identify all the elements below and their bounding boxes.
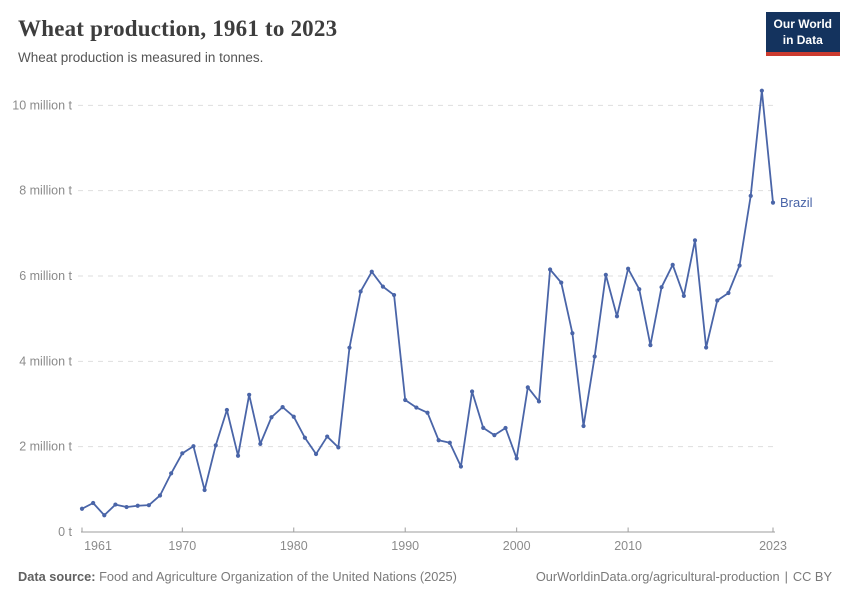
chart-header: Wheat production, 1961 to 2023 Wheat pro… [18, 15, 337, 65]
license-link[interactable]: CC BY [792, 569, 832, 584]
data-point-1991[interactable] [414, 405, 419, 410]
data-point-2011[interactable] [637, 287, 642, 292]
data-point-1996[interactable] [469, 389, 475, 394]
x-axis-label-1990: 1990 [391, 539, 419, 553]
data-point-2000[interactable] [514, 456, 519, 461]
data-point-2019[interactable] [726, 290, 731, 296]
data-point-2020[interactable] [737, 263, 742, 268]
data-point-2005[interactable] [570, 331, 575, 336]
data-point-2017[interactable] [704, 345, 709, 350]
data-point-1969[interactable] [169, 471, 174, 476]
y-axis-label-4-million-t: 4 million t [19, 354, 72, 368]
data-point-2022[interactable] [759, 88, 764, 93]
x-axis-label-1961: 1961 [84, 539, 112, 553]
x-axis-label-2000: 2000 [503, 539, 531, 553]
data-point-2004[interactable] [559, 280, 564, 285]
data-point-1995[interactable] [458, 464, 464, 469]
y-axis-label-2-million-t: 2 million t [19, 440, 72, 454]
data-point-2008[interactable] [603, 272, 608, 277]
data-point-2015[interactable] [681, 293, 686, 298]
data-point-1976[interactable] [247, 392, 252, 397]
data-point-2013[interactable] [659, 285, 664, 290]
chart-subtitle: Wheat production is measured in tonnes. [18, 49, 264, 65]
x-axis-label-1980: 1980 [280, 539, 308, 553]
data-point-1983[interactable] [325, 434, 330, 439]
owid-logo[interactable]: Our World in Data [765, 12, 840, 57]
data-point-1961[interactable] [79, 506, 85, 511]
data-point-1999[interactable] [503, 425, 508, 431]
data-point-2006[interactable] [581, 423, 586, 429]
data-point-2003[interactable] [547, 267, 553, 272]
data-source: Data source: Food and Agriculture Organi… [18, 569, 457, 584]
data-point-2016[interactable] [692, 238, 698, 243]
data-point-1994[interactable] [447, 440, 452, 445]
data-point-1997[interactable] [481, 425, 486, 430]
chart-title: Wheat production, 1961 to 2023 [18, 16, 338, 41]
data-point-1980[interactable] [291, 414, 296, 419]
data-point-1974[interactable] [224, 407, 229, 413]
data-point-2021[interactable] [748, 193, 753, 198]
data-point-1971[interactable] [191, 444, 196, 449]
data-point-2002[interactable] [536, 399, 542, 404]
data-point-1973[interactable] [213, 443, 218, 448]
data-point-2001[interactable] [525, 385, 530, 390]
data-point-2023[interactable] [770, 200, 776, 205]
data-point-2012[interactable] [648, 343, 653, 348]
data-point-1968[interactable] [157, 493, 163, 498]
data-point-2009[interactable] [614, 314, 620, 319]
data-point-1966[interactable] [135, 503, 140, 508]
data-point-1981[interactable] [302, 435, 308, 440]
data-source-label: Data source: [18, 569, 96, 584]
chart-footer: Data source: Food and Agriculture Organi… [18, 569, 832, 584]
owid-url-link[interactable]: OurWorldinData.org/agricultural-producti… [535, 569, 780, 584]
data-point-1975[interactable] [235, 453, 241, 458]
x-axis-label-1970: 1970 [168, 539, 196, 553]
data-point-1978[interactable] [269, 415, 274, 420]
data-point-2010[interactable] [626, 266, 631, 271]
data-point-1972[interactable] [202, 487, 207, 493]
data-point-2007[interactable] [592, 354, 597, 359]
data-point-1984[interactable] [336, 445, 341, 450]
data-point-1963[interactable] [102, 513, 107, 518]
footer-links: OurWorldinData.org/agricultural-producti… [536, 569, 832, 584]
footer-separator: | [784, 569, 788, 584]
data-point-1998[interactable] [492, 433, 497, 438]
data-point-1993[interactable] [436, 438, 441, 443]
data-point-1985[interactable] [347, 345, 352, 350]
data-point-1965[interactable] [124, 504, 129, 510]
x-axis-label-2010: 2010 [614, 539, 642, 553]
data-point-1990[interactable] [403, 397, 408, 403]
owid-logo-line1: Our World [773, 17, 832, 31]
data-point-1988[interactable] [380, 284, 386, 289]
x-axis-label-2023: 2023 [759, 539, 787, 553]
y-axis-label-0-t: 0 t [58, 525, 72, 539]
data-point-1977[interactable] [258, 441, 263, 446]
data-point-2014[interactable] [670, 262, 675, 267]
data-point-2018[interactable] [715, 298, 720, 303]
data-point-1962[interactable] [91, 500, 96, 506]
data-point-1979[interactable] [280, 405, 285, 410]
data-point-1992[interactable] [425, 410, 430, 415]
y-axis-label-10-million-t: 10 million t [12, 98, 72, 112]
data-point-1964[interactable] [113, 502, 118, 507]
data-line-brazil[interactable] [81, 89, 774, 517]
data-point-1987[interactable] [369, 269, 374, 274]
data-point-1986[interactable] [358, 289, 363, 294]
owid-logo-line2: in Data [782, 32, 823, 47]
y-axis-label-8-million-t: 8 million t [19, 184, 72, 198]
data-point-1982[interactable] [313, 451, 319, 457]
series-label-brazil[interactable]: Brazil [780, 195, 813, 210]
data-point-1967[interactable] [146, 503, 151, 508]
data-source-text: Food and Agriculture Organization of the… [99, 569, 457, 584]
data-point-1970[interactable] [180, 451, 185, 456]
y-axis-label-6-million-t: 6 million t [19, 269, 72, 283]
data-point-1989[interactable] [391, 292, 397, 298]
